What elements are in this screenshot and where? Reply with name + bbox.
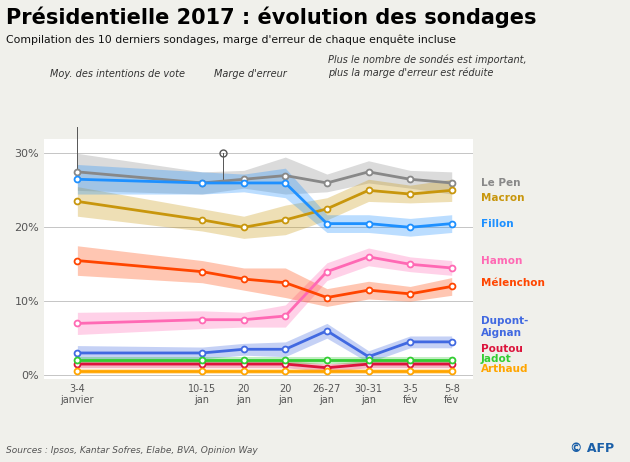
Point [72,357,83,364]
Text: Hamon: Hamon [481,255,522,266]
Point [405,190,415,198]
Point [239,275,249,283]
Point [197,316,207,323]
Text: Dupont-
Aignan: Dupont- Aignan [481,316,528,338]
Text: Fillon: Fillon [481,219,513,229]
Text: Sources : Ipsos, Kantar Sofres, Elabe, BVA, Opinion Way: Sources : Ipsos, Kantar Sofres, Elabe, B… [6,446,258,455]
Point [280,312,290,320]
Point [72,360,83,368]
Point [239,316,249,323]
Text: Arthaud: Arthaud [481,364,529,374]
Point [72,349,83,357]
Point [322,294,332,301]
Point [405,261,415,268]
Point [405,357,415,364]
Point [280,172,290,179]
Point [280,179,290,187]
Point [197,357,207,364]
Point [280,279,290,286]
Point [447,338,457,346]
Point [447,264,457,272]
Point [447,220,457,227]
Point [280,357,290,364]
Point [364,168,374,176]
Point [447,179,457,187]
Point [364,353,374,360]
Point [405,338,415,346]
Point [405,360,415,368]
Point [447,283,457,290]
Point [197,368,207,375]
Text: Macron: Macron [481,193,524,203]
Point [322,179,332,187]
Text: Plus le nombre de sondés est important,
plus la marge d'erreur est réduite: Plus le nombre de sondés est important, … [328,55,526,78]
Text: Jadot: Jadot [481,354,512,364]
Point [447,187,457,194]
Point [405,224,415,231]
Point [239,357,249,364]
Point [197,179,207,187]
Point [364,360,374,368]
Point [197,360,207,368]
Point [447,368,457,375]
Point [322,368,332,375]
Point [364,368,374,375]
Point [239,224,249,231]
Point [239,346,249,353]
Point [322,205,332,213]
Point [364,286,374,294]
Text: Le Pen: Le Pen [481,178,520,188]
Point [405,368,415,375]
Point [322,327,332,334]
Point [72,257,83,264]
Point [72,368,83,375]
Text: Compilation des 10 derniers sondages, marge d'erreur de chaque enquête incluse: Compilation des 10 derniers sondages, ma… [6,35,456,45]
Text: Marge d'erreur: Marge d'erreur [214,68,287,79]
Text: © AFP: © AFP [570,442,614,455]
Point [280,360,290,368]
Text: Présidentielle 2017 : évolution des sondages: Présidentielle 2017 : évolution des sond… [6,7,537,29]
Point [197,216,207,224]
Point [405,176,415,183]
Point [280,368,290,375]
Text: Poutou: Poutou [481,344,523,354]
Point [239,176,249,183]
Point [239,179,249,187]
Point [197,268,207,275]
Point [447,360,457,368]
Point [280,216,290,224]
Point [364,220,374,227]
Point [72,198,83,205]
Point [322,268,332,275]
Text: Moy. des intentions de vote: Moy. des intentions de vote [50,68,185,79]
Point [405,290,415,298]
Point [239,360,249,368]
Point [72,168,83,176]
Point [197,349,207,357]
Point [447,357,457,364]
Point [280,346,290,353]
Point [364,357,374,364]
Point [364,253,374,261]
Point [72,320,83,327]
Point [364,187,374,194]
Point [72,176,83,183]
Point [322,364,332,371]
Point [322,220,332,227]
Point [239,368,249,375]
Point [197,179,207,187]
Point [322,357,332,364]
Text: Mélenchon: Mélenchon [481,278,545,288]
